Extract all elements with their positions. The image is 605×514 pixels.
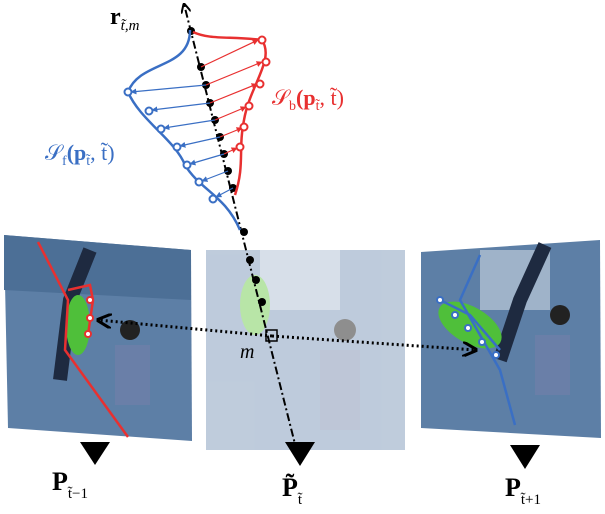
m-label: m bbox=[240, 341, 254, 363]
b-sub: b bbox=[289, 99, 296, 114]
prev-main: P bbox=[52, 467, 68, 496]
current-label: P̃t̃ bbox=[282, 473, 303, 508]
ray-label: rt̃,m bbox=[110, 4, 140, 34]
frame-current bbox=[206, 250, 405, 450]
b-args: (p bbox=[296, 85, 316, 110]
frame-next bbox=[421, 240, 601, 438]
frame-prev bbox=[4, 235, 192, 441]
f-tail: , t̃) bbox=[90, 140, 114, 165]
backward-label: 𝒮b(pt̃, t̃) bbox=[272, 85, 344, 114]
cur-sub: t̃ bbox=[298, 492, 303, 508]
prev-sub: t̃−1 bbox=[68, 486, 89, 502]
ray-main: r bbox=[110, 4, 121, 30]
b-tail: , t̃) bbox=[319, 85, 343, 110]
backward-arrows bbox=[201, 40, 262, 154]
forward-curve bbox=[128, 30, 240, 230]
camera-markers bbox=[80, 442, 540, 469]
next-main: P bbox=[505, 473, 521, 502]
forward-label: 𝒮f(pt̃, t̃) bbox=[45, 140, 115, 169]
prev-label: Pt̃−1 bbox=[52, 467, 88, 502]
ray-sub: t̃,m bbox=[121, 18, 140, 34]
next-sub: t̃+1 bbox=[521, 492, 542, 508]
next-label: Pt̃+1 bbox=[505, 473, 541, 508]
diagram: rt̃,m 𝒮b(pt̃, t̃) 𝒮f(pt̃, t̃) m Pt̃−1 P̃… bbox=[0, 0, 605, 514]
f-args: (p bbox=[67, 140, 87, 165]
cur-main: P̃ bbox=[282, 473, 298, 502]
